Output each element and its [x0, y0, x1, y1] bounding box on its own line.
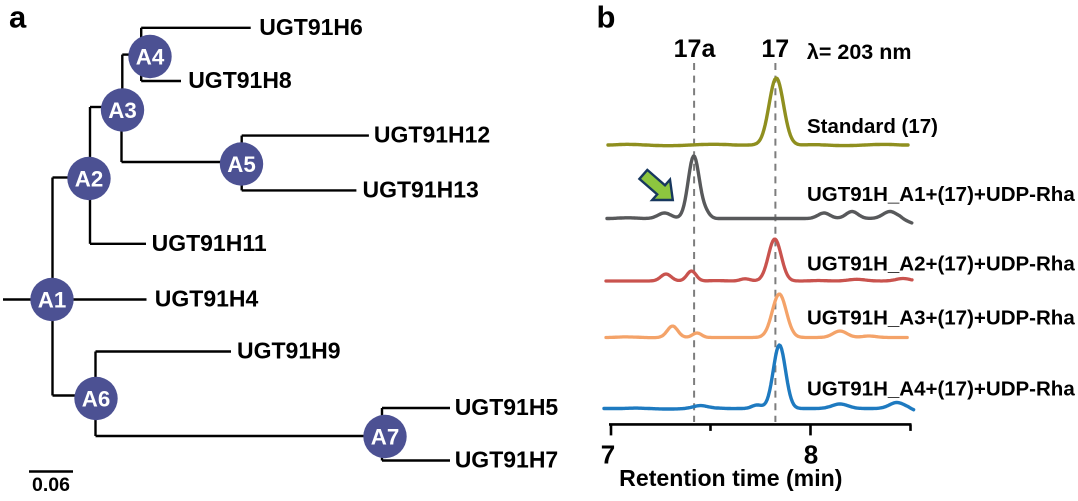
svg-text:A3: A3: [108, 98, 137, 123]
svg-text:0.06: 0.06: [32, 474, 70, 496]
svg-text:UGT91H12: UGT91H12: [374, 122, 490, 148]
svg-text:A1: A1: [38, 288, 67, 313]
svg-text:UGT91H13: UGT91H13: [363, 176, 479, 202]
svg-text:UGT91H_A3+(17)+UDP-Rha: UGT91H_A3+(17)+UDP-Rha: [807, 307, 1075, 330]
svg-text:UGT91H4: UGT91H4: [155, 286, 259, 312]
svg-text:Standard (17): Standard (17): [807, 115, 938, 138]
svg-text:A7: A7: [371, 425, 400, 450]
svg-text:A5: A5: [227, 152, 256, 177]
svg-text:UGT91H9: UGT91H9: [237, 338, 341, 364]
svg-text:A2: A2: [75, 167, 104, 192]
svg-text:a: a: [9, 0, 27, 34]
svg-text:UGT91H_A2+(17)+UDP-Rha: UGT91H_A2+(17)+UDP-Rha: [807, 252, 1075, 275]
svg-text:17: 17: [761, 35, 789, 63]
svg-text:UGT91H6: UGT91H6: [259, 14, 363, 40]
svg-text:UGT91H_A1+(17)+UDP-Rha: UGT91H_A1+(17)+UDP-Rha: [807, 183, 1075, 206]
svg-text:A6: A6: [82, 387, 111, 412]
svg-text:UGT91H7: UGT91H7: [455, 447, 559, 473]
svg-text:A4: A4: [136, 45, 165, 70]
svg-text:7: 7: [601, 439, 615, 469]
svg-text:UGT91H_A4+(17)+UDP-Rha: UGT91H_A4+(17)+UDP-Rha: [807, 378, 1075, 401]
svg-text:UGT91H8: UGT91H8: [188, 67, 292, 93]
svg-text:Retention time (min): Retention time (min): [619, 465, 842, 491]
svg-text:λ= 203 nm: λ= 203 nm: [807, 40, 912, 64]
svg-text:b: b: [597, 0, 616, 34]
svg-text:UGT91H11: UGT91H11: [152, 230, 267, 256]
svg-text:17a: 17a: [674, 35, 717, 63]
svg-text:8: 8: [804, 439, 818, 469]
svg-text:UGT91H5: UGT91H5: [455, 394, 559, 420]
